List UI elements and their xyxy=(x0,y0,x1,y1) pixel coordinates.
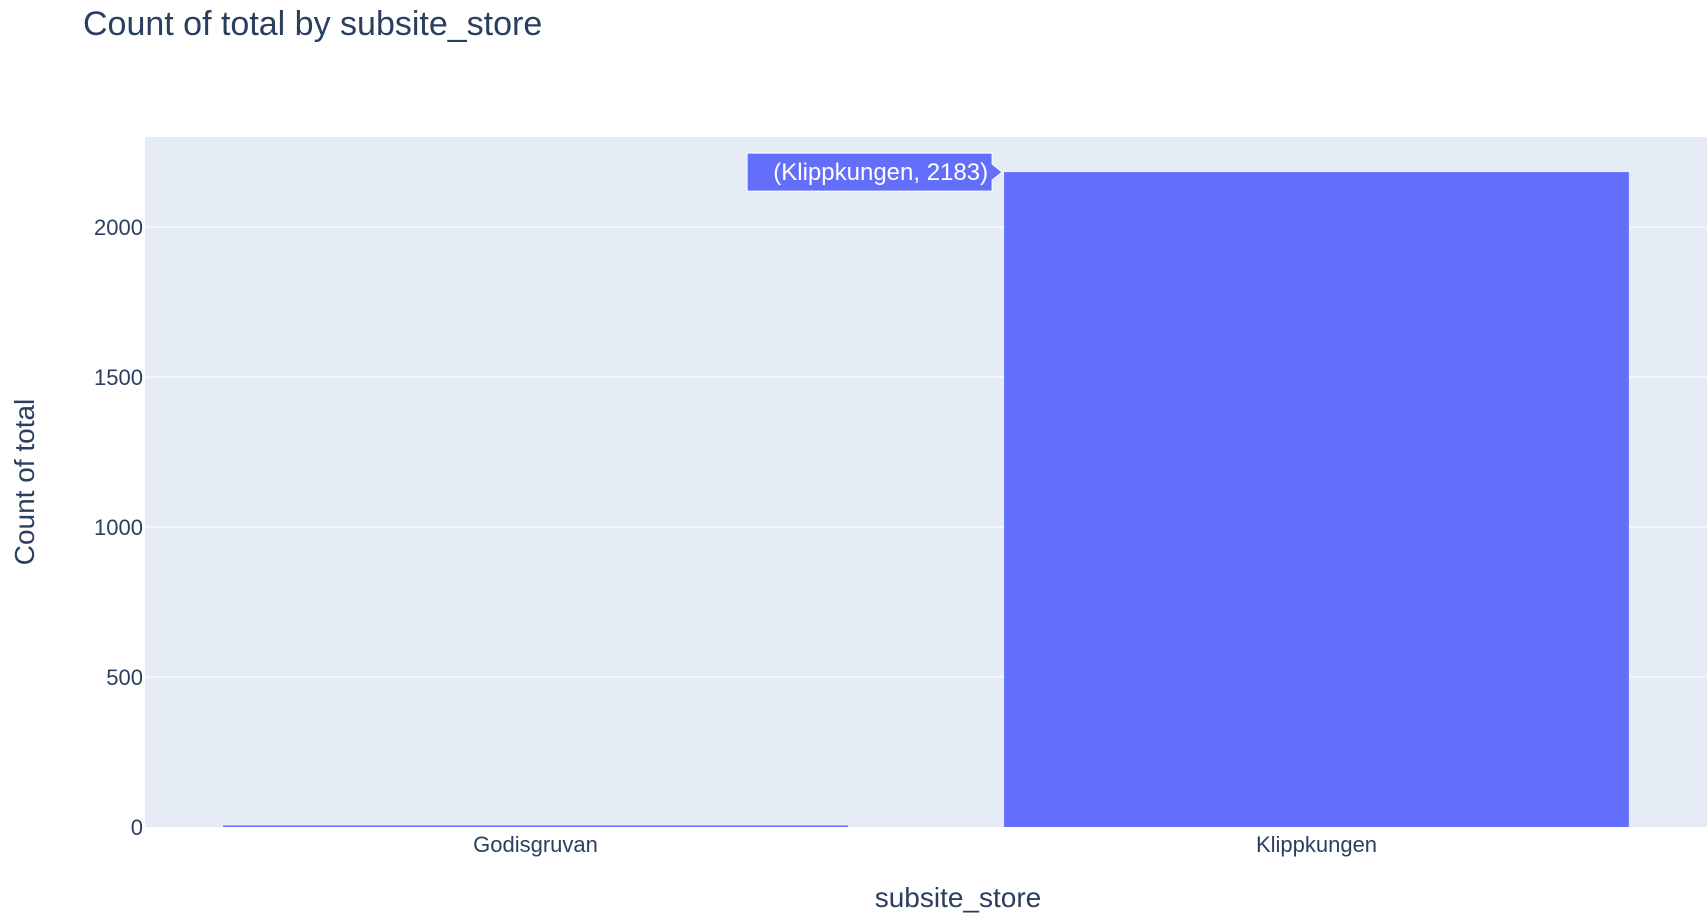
hover-label-box xyxy=(746,152,1003,192)
x-tick-label: Klippkungen xyxy=(1256,832,1377,857)
x-axis-title: subsite_store xyxy=(875,882,1042,913)
y-tick-label: 500 xyxy=(106,665,143,690)
y-tick-label: 0 xyxy=(131,815,143,840)
y-axis-title: Count of total xyxy=(9,399,40,566)
y-tick-label: 2000 xyxy=(94,215,143,240)
x-axis-ticks: Godisgruvan Klippkungen xyxy=(473,832,1377,857)
hover-label-text: (Klippkungen, 2183) xyxy=(773,159,988,186)
y-tick-label: 1000 xyxy=(94,515,143,540)
bars xyxy=(223,172,1629,828)
hover-tooltip: (Klippkungen, 2183) xyxy=(746,152,1003,192)
y-axis-ticks: 0 500 1000 1500 2000 xyxy=(94,215,143,840)
chart-title: Count of total by subsite_store xyxy=(83,5,542,43)
bar-godisgruvan[interactable] xyxy=(223,825,848,828)
x-tick-label: Godisgruvan xyxy=(473,832,598,857)
y-tick-label: 1500 xyxy=(94,365,143,390)
bar-klippkungen[interactable] xyxy=(1004,172,1629,828)
